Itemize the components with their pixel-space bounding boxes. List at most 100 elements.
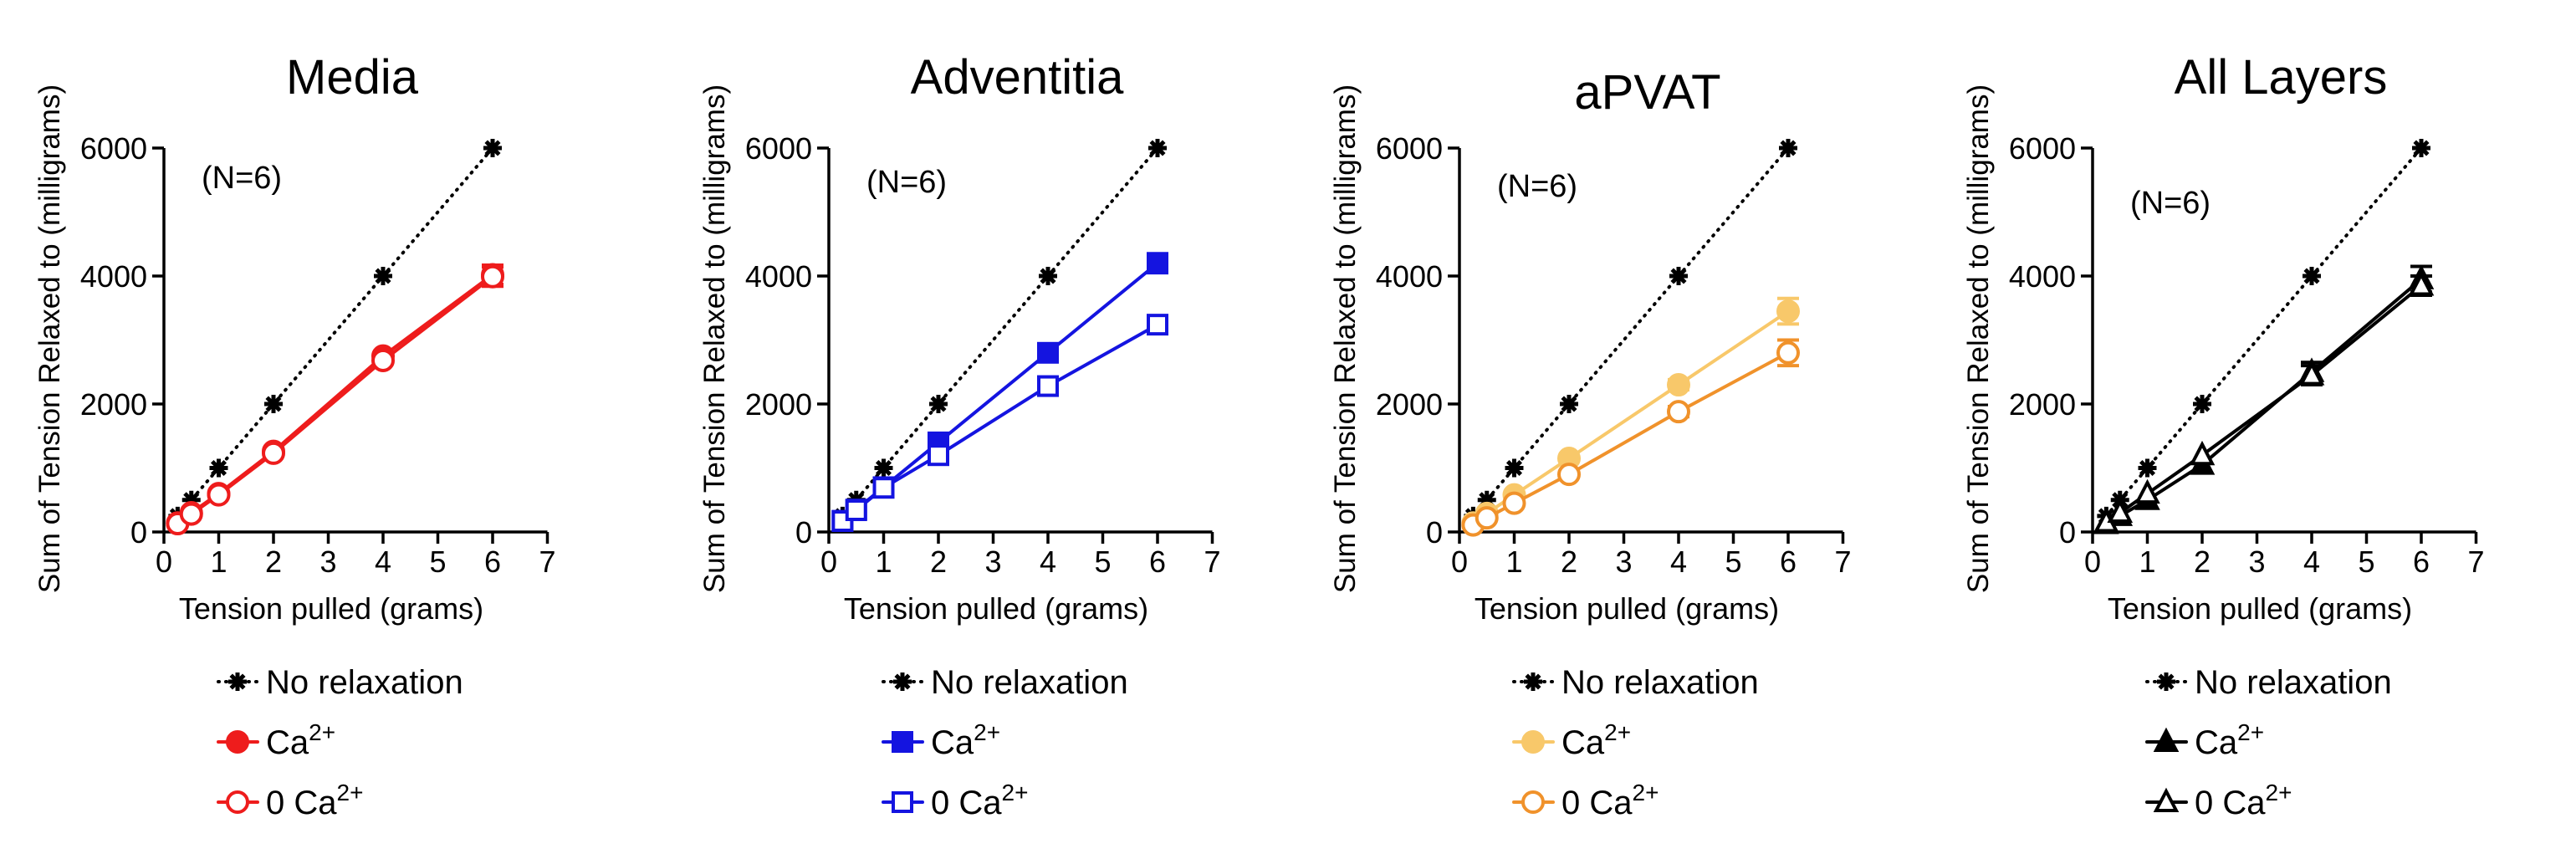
y-tick-label: 2000 <box>745 387 812 422</box>
legend-label-superscript: 2+ <box>2237 719 2264 745</box>
legend-label: Ca2+ <box>1561 719 1631 761</box>
series-0-ca2- <box>1461 338 1800 537</box>
legend-label: 0 Ca2+ <box>266 780 363 821</box>
data-point <box>1776 340 1800 365</box>
x-tick-label: 6 <box>484 545 501 579</box>
data-point <box>2107 498 2134 524</box>
legend-marker-icon <box>228 672 247 691</box>
y-tick-label: 6000 <box>80 131 147 166</box>
legend-marker-icon <box>2153 787 2180 812</box>
legend-label: Ca2+ <box>931 719 1000 761</box>
legend-marker-icon <box>1521 790 1545 814</box>
chart-title: Media <box>286 50 419 105</box>
y-tick-label: 6000 <box>1376 131 1443 166</box>
x-tick-label: 7 <box>2467 545 2484 579</box>
series-0-ca2- <box>2093 271 2435 533</box>
legend-label: No relaxation <box>931 664 1128 701</box>
series-0-ca2- <box>831 314 1168 532</box>
y-tick-label: 4000 <box>80 259 147 294</box>
data-point <box>1148 139 1167 157</box>
chart-title: Adventitia <box>911 50 1124 105</box>
x-tick-label: 3 <box>319 545 336 579</box>
y-axis-label: Sum of Tension Relaxed to (milligrams) <box>33 84 66 593</box>
x-tick-label: 6 <box>1149 545 1166 579</box>
legend-label-base: 0 Ca <box>2195 785 2266 821</box>
data-point <box>929 395 948 413</box>
y-tick-label: 2000 <box>80 387 147 422</box>
data-point <box>872 477 895 499</box>
legend-label: 0 Ca2+ <box>2195 780 2292 821</box>
n-annotation: (N=6) <box>866 165 947 200</box>
data-point <box>2134 478 2160 504</box>
data-point <box>1776 299 1800 324</box>
n-annotation: (N=6) <box>202 161 282 196</box>
data-point <box>2303 267 2321 285</box>
legend-item: 0 Ca2+ <box>882 780 1028 821</box>
legend-label: Ca2+ <box>2195 719 2264 761</box>
data-point <box>2298 361 2325 386</box>
x-tick-label: 0 <box>156 545 172 579</box>
data-point <box>179 502 203 526</box>
legend-marker-icon <box>2157 672 2175 691</box>
data-point <box>1560 395 1578 413</box>
series-0-ca2- <box>166 264 504 536</box>
x-tick-label: 3 <box>1615 545 1632 579</box>
chart-title: All Layers <box>2175 50 2388 105</box>
data-point <box>1669 267 1688 285</box>
legend-label-superscript: 2+ <box>1604 719 1631 745</box>
data-point <box>1667 373 1690 397</box>
series-no-relaxation <box>168 139 502 525</box>
data-point <box>374 267 392 285</box>
x-axis-label: Tension pulled (grams) <box>179 591 483 626</box>
x-tick-label: 5 <box>429 545 446 579</box>
x-tick-label: 0 <box>1451 545 1468 579</box>
legend-label-base: No relaxation <box>931 664 1128 701</box>
data-point <box>1667 400 1690 424</box>
data-point <box>845 499 867 521</box>
data-point <box>2193 395 2211 413</box>
legend-item: Ca2+ <box>2145 719 2264 761</box>
data-point <box>1502 491 1526 515</box>
data-point <box>1147 252 1168 274</box>
x-tick-label: 7 <box>539 545 555 579</box>
legend-marker-icon <box>893 672 912 691</box>
data-point <box>1505 458 1524 478</box>
data-point <box>1037 341 1059 364</box>
series-line <box>176 146 494 518</box>
x-tick-label: 1 <box>2139 545 2155 579</box>
y-tick-label: 6000 <box>2009 131 2076 166</box>
y-tick-label: 4000 <box>745 259 812 294</box>
data-point <box>2138 458 2157 478</box>
chart-panel-0: Media (N=6) 0 2000 4000 6000 0 1 2 3 4 5 6 7 Tension p… <box>33 50 556 821</box>
x-tick-label: 6 <box>1780 545 1797 579</box>
legend-label-base: 0 Ca <box>1561 785 1633 821</box>
x-tick-label: 5 <box>1725 545 1741 579</box>
legend-label: No relaxation <box>266 664 463 701</box>
data-point <box>371 348 395 372</box>
legend-label-base: Ca <box>2195 724 2238 761</box>
legend-label: No relaxation <box>1561 664 1759 701</box>
x-tick-label: 0 <box>820 545 837 579</box>
y-tick-label: 6000 <box>745 131 812 166</box>
data-point <box>209 458 228 478</box>
x-tick-label: 1 <box>1505 545 1522 579</box>
legend-label: 0 Ca2+ <box>931 780 1028 821</box>
legend-marker-icon <box>892 731 913 753</box>
y-tick-label: 2000 <box>2009 387 2076 422</box>
x-tick-label: 2 <box>2194 545 2211 579</box>
legend-item: Ca2+ <box>882 719 1000 761</box>
legend-item: Ca2+ <box>217 719 335 761</box>
legend-marker-icon <box>226 790 249 814</box>
legend-label-base: No relaxation <box>2195 664 2392 701</box>
legend-item: 0 Ca2+ <box>2145 780 2292 821</box>
legend-item: 0 Ca2+ <box>217 780 363 821</box>
legend-label-superscript: 2+ <box>337 780 364 805</box>
data-point <box>928 444 949 467</box>
chart-panel-1: Adventitia (N=6) 0 2000 4000 6000 0 1 2 3 4 5 6 7 Tens… <box>698 50 1221 821</box>
y-axis-label: Sum of Tension Relaxed to (milligrams) <box>1962 84 1995 593</box>
legend-item: No relaxation <box>217 664 463 701</box>
x-tick-label: 5 <box>1094 545 1111 579</box>
legend-label-superscript: 2+ <box>974 719 1000 745</box>
legend-label: Ca2+ <box>266 719 335 761</box>
